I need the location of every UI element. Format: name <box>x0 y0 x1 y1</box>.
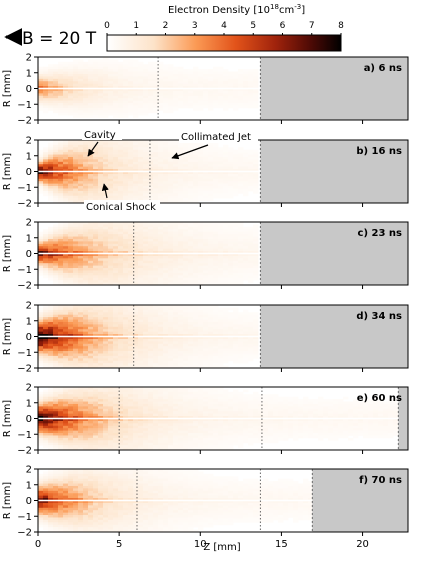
y-tick-label: −1 <box>17 183 32 194</box>
cavity-label: Cavity <box>84 130 116 141</box>
panel-label: a) 6 ns <box>364 63 402 74</box>
colorbar-tick-label: 6 <box>280 21 286 31</box>
no-data-region <box>260 57 408 120</box>
panel: 2 1 0 −1 −2 R [mm] b) 16 ns <box>2 136 409 210</box>
x-axis: Z [mm] 0 5 10 15 20 <box>35 539 369 553</box>
y-axis-label: R [mm] <box>2 153 13 191</box>
colorbar-title: Electron Density [1018cm-3] <box>168 3 305 16</box>
x-tick-label: 0 <box>35 539 41 550</box>
y-tick-label: 2 <box>26 301 32 312</box>
y-axis-label: R [mm] <box>2 318 13 356</box>
y-tick-label: 1 <box>26 398 32 409</box>
colorbar-tick-label: 7 <box>309 21 315 31</box>
panel: 2 1 0 −1 −2 R [mm] a) 6 ns <box>2 53 409 127</box>
cavity-arrow <box>87 141 99 157</box>
colorbar: Electron Density [1018cm-3] 0 1 2 3 4 5 6 7 8 <box>104 3 344 52</box>
collimated-jet-arrow <box>171 144 209 160</box>
x-tick-label: 15 <box>275 539 288 550</box>
y-tick-label: −1 <box>17 348 32 359</box>
magnetic-field-label: B = 20 T <box>4 28 97 49</box>
field-label-text: B = 20 T <box>22 29 97 49</box>
density-map <box>38 140 408 203</box>
collimated-jet-label: Collimated Jet <box>181 132 251 143</box>
x-tick-label: 5 <box>116 539 122 550</box>
no-data-region <box>398 387 408 450</box>
conical-shock-label-bg <box>84 200 160 213</box>
no-data-region <box>260 140 408 203</box>
y-tick-label: −2 <box>17 199 32 210</box>
collimated-jet-label-bg <box>179 130 258 143</box>
annotations: Cavity Collimated Jet Conical Shock <box>82 128 258 213</box>
panel-label: e) 60 ns <box>357 393 402 404</box>
colorbar-tick-label: 8 <box>338 21 344 31</box>
panel: 2 1 0 −1 −2 R [mm] e) 60 ns <box>2 383 409 457</box>
y-tick-label: 0 <box>26 167 32 178</box>
panel-label: b) 16 ns <box>356 146 402 157</box>
y-tick-label: 0 <box>26 84 32 95</box>
y-tick-label: −1 <box>17 512 32 523</box>
no-data-region <box>260 222 408 285</box>
panel-label: c) 23 ns <box>358 228 402 239</box>
cavity-label-bg <box>82 128 122 140</box>
y-tick-label: 2 <box>26 383 32 394</box>
x-tick-label: 10 <box>194 539 207 550</box>
density-map <box>38 305 408 368</box>
colorbar-tick-label: 0 <box>104 21 110 31</box>
y-axis-label: R [mm] <box>2 400 13 438</box>
x-axis-label: Z [mm] <box>203 542 240 553</box>
conical-shock-label: Conical Shock <box>86 202 156 213</box>
y-tick-label: 2 <box>26 465 32 476</box>
y-tick-label: 1 <box>26 151 32 162</box>
colorbar-tick-label: 4 <box>221 21 227 31</box>
panel: 2 1 0 −1 −2 R [mm] c) 23 ns <box>2 218 409 292</box>
y-tick-label: −2 <box>17 116 32 127</box>
y-tick-label: 1 <box>26 316 32 327</box>
panels: 2 1 0 −1 −2 R [mm] a) 6 ns 2 1 0 −1 −2 R [mm] b) 16 n… <box>2 53 409 539</box>
density-map <box>38 469 408 532</box>
x-tick-label: 20 <box>356 539 369 550</box>
y-axis-label: R [mm] <box>2 235 13 273</box>
y-tick-label: −2 <box>17 281 32 292</box>
density-map <box>38 57 408 120</box>
colorbar-title-sup: 18 <box>270 3 279 11</box>
y-tick-label: 0 <box>26 414 32 425</box>
y-tick-label: −1 <box>17 430 32 441</box>
colorbar-gradient <box>106 34 342 52</box>
y-tick-label: 1 <box>26 480 32 491</box>
y-axis-label: R [mm] <box>2 482 13 520</box>
conical-shock-arrow <box>101 183 109 199</box>
colorbar-tick-label: 1 <box>133 21 139 31</box>
panel: 2 1 0 −1 −2 R [mm] d) 34 ns <box>2 301 409 375</box>
y-tick-label: 2 <box>26 136 32 147</box>
colorbar-tick-label: 2 <box>163 21 169 31</box>
y-tick-label: −1 <box>17 100 32 111</box>
y-tick-label: 2 <box>26 218 32 229</box>
y-tick-label: 1 <box>26 233 32 244</box>
density-map <box>38 222 408 285</box>
y-axis-label: R [mm] <box>2 70 13 108</box>
y-tick-label: −1 <box>17 265 32 276</box>
colorbar-ticks: 0 1 2 3 4 5 6 7 8 <box>104 21 344 35</box>
y-tick-label: 0 <box>26 249 32 260</box>
panel: 2 1 0 −1 −2 R [mm] f) 70 ns <box>2 465 409 539</box>
panel-label: d) 34 ns <box>356 311 402 322</box>
colorbar-tick-label: 3 <box>192 21 198 31</box>
y-tick-label: 2 <box>26 53 32 64</box>
y-tick-label: 0 <box>26 496 32 507</box>
colorbar-tick-label: 5 <box>250 21 256 31</box>
panel-label: f) 70 ns <box>359 475 402 486</box>
no-data-region <box>260 305 408 368</box>
no-data-region <box>312 469 408 532</box>
y-tick-label: 1 <box>26 68 32 79</box>
y-tick-label: −2 <box>17 446 32 457</box>
y-tick-label: −2 <box>17 364 32 375</box>
y-tick-label: 0 <box>26 332 32 343</box>
density-map <box>38 387 408 450</box>
y-tick-label: −2 <box>17 528 32 539</box>
